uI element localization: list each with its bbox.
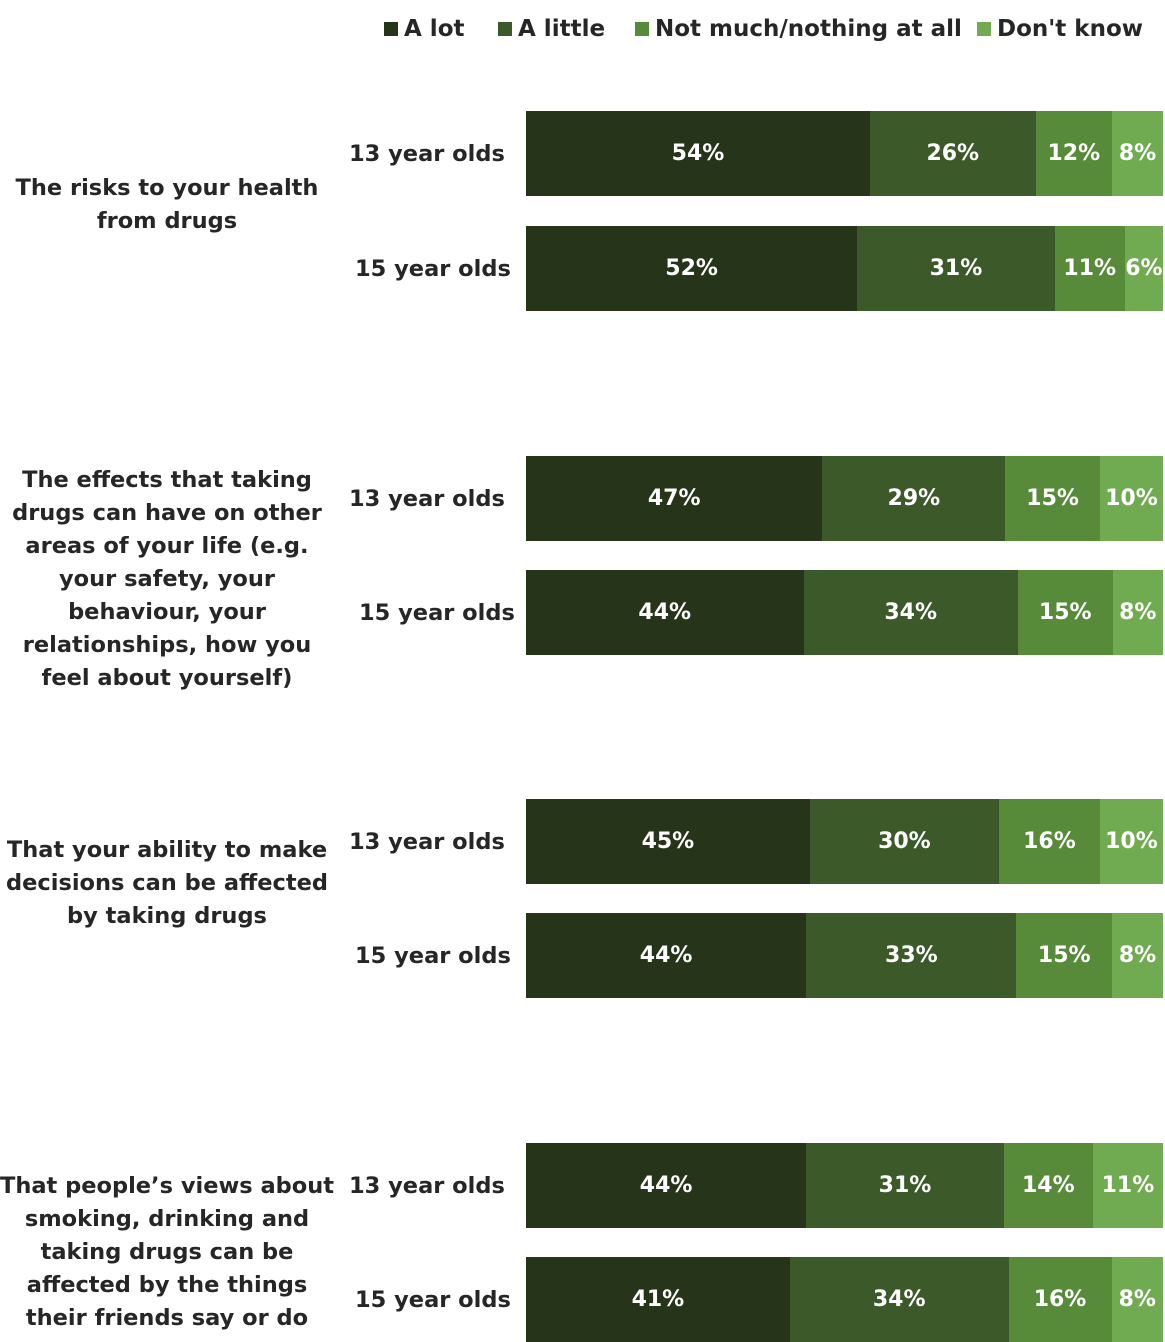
row-label: 15 year olds bbox=[359, 600, 515, 626]
bar-segment: 11% bbox=[1054, 226, 1125, 311]
data-label: 41% bbox=[631, 1287, 685, 1312]
bar-segment: 12% bbox=[1035, 111, 1113, 196]
data-label: 45% bbox=[641, 829, 695, 854]
bar-segment: 44% bbox=[526, 1143, 807, 1228]
bar-segment: 8% bbox=[1112, 570, 1163, 655]
bar-segment: 29% bbox=[822, 456, 1006, 541]
data-label: 44% bbox=[639, 1173, 693, 1198]
data-label: 16% bbox=[1023, 829, 1076, 854]
data-label: 15% bbox=[1037, 943, 1091, 968]
bar-segment: 44% bbox=[526, 913, 807, 998]
data-label: 52% bbox=[665, 256, 718, 281]
bar-segment: 16% bbox=[999, 799, 1100, 884]
bar-track: 44% 34% 15% 8% bbox=[526, 570, 1163, 655]
bar-track: 45% 30% 16% 10% bbox=[526, 799, 1163, 884]
row-label: 15 year olds bbox=[355, 256, 511, 282]
data-label: 15% bbox=[1038, 600, 1092, 625]
data-label: 10% bbox=[1105, 486, 1158, 511]
row-label: 15 year olds bbox=[355, 943, 511, 969]
data-label: 34% bbox=[884, 600, 938, 625]
bar-segment: 44% bbox=[526, 570, 804, 655]
bar-segment: 10% bbox=[1099, 799, 1163, 884]
bar-segment: 31% bbox=[857, 226, 1055, 311]
legend-label: Don't know bbox=[997, 16, 1144, 42]
data-label: 31% bbox=[878, 1173, 932, 1198]
row-label: 13 year olds bbox=[349, 1173, 505, 1199]
data-label: 14% bbox=[1022, 1173, 1075, 1198]
legend-item: A lot bbox=[384, 12, 465, 46]
legend-label: Not much/nothing at all bbox=[655, 16, 962, 42]
bar-track: 52% 31% 11% 6% bbox=[526, 226, 1163, 311]
bar-segment: 45% bbox=[526, 799, 810, 884]
data-label: 34% bbox=[872, 1287, 926, 1312]
group-title: That your ability to make decisions can … bbox=[6, 836, 328, 929]
bar-track: 54% 26% 12% 8% bbox=[526, 111, 1163, 196]
data-label: 44% bbox=[639, 943, 693, 968]
bar-segment: 47% bbox=[526, 456, 823, 541]
legend-swatch bbox=[384, 22, 398, 36]
bar-segment: 54% bbox=[526, 111, 870, 196]
data-label: 44% bbox=[638, 600, 692, 625]
bar-segment: 33% bbox=[806, 913, 1017, 998]
data-label: 12% bbox=[1047, 141, 1101, 166]
bar-track: 41% 34% 16% 8% bbox=[526, 1257, 1163, 1342]
legend-item: A little bbox=[498, 12, 605, 46]
bar-segment: 8% bbox=[1112, 913, 1163, 998]
data-label: 33% bbox=[885, 943, 938, 968]
bar-segment: 16% bbox=[1008, 1257, 1112, 1342]
row-label: 13 year olds bbox=[349, 141, 505, 167]
bar-track: 47% 29% 15% 10% bbox=[526, 456, 1163, 541]
data-label: 8% bbox=[1118, 141, 1157, 166]
data-label: 31% bbox=[929, 256, 983, 281]
bar-segment: 11% bbox=[1092, 1143, 1163, 1228]
bar-segment: 15% bbox=[1017, 570, 1113, 655]
data-label: 16% bbox=[1033, 1287, 1087, 1312]
bar-segment: 31% bbox=[806, 1143, 1004, 1228]
bar-segment: 14% bbox=[1003, 1143, 1093, 1228]
bar-segment: 26% bbox=[869, 111, 1036, 196]
bar-segment: 15% bbox=[1005, 456, 1100, 541]
data-label: 26% bbox=[926, 141, 980, 166]
group-title: The risks to your health from drugs bbox=[15, 175, 319, 234]
data-label: 11% bbox=[1063, 256, 1117, 281]
legend-item: Not much/nothing at all bbox=[635, 12, 962, 46]
row-label: 13 year olds bbox=[349, 829, 505, 855]
bar-segment: 6% bbox=[1124, 226, 1163, 311]
data-label: 54% bbox=[671, 141, 725, 166]
bar-segment: 52% bbox=[526, 226, 858, 311]
data-label: 29% bbox=[887, 486, 941, 511]
bar-segment: 30% bbox=[809, 799, 999, 884]
bar-segment: 34% bbox=[803, 570, 1018, 655]
data-label: 6% bbox=[1125, 256, 1163, 281]
bar-segment: 8% bbox=[1111, 1257, 1163, 1342]
legend-label: A little bbox=[518, 16, 606, 42]
legend-label: A lot bbox=[404, 16, 465, 42]
bar-segment: 10% bbox=[1099, 456, 1163, 541]
data-label: 8% bbox=[1119, 600, 1157, 625]
data-label: 15% bbox=[1026, 486, 1079, 511]
bar-segment: 15% bbox=[1016, 913, 1113, 998]
legend: A lot A little Not much/nothing at all Don'… bbox=[0, 12, 1165, 46]
data-label: 8% bbox=[1118, 1287, 1156, 1312]
data-label: 8% bbox=[1118, 943, 1157, 968]
group-title: That people’s views about smoking, drink… bbox=[0, 1172, 334, 1331]
bar-segment: 41% bbox=[526, 1257, 790, 1342]
bar-segment: 8% bbox=[1112, 111, 1163, 196]
group-title: The effects that taking drugs can have o… bbox=[12, 467, 322, 691]
data-label: 47% bbox=[647, 486, 701, 511]
row-label: 15 year olds bbox=[355, 1287, 511, 1313]
row-label: 13 year olds bbox=[349, 486, 505, 512]
bar-segment: 34% bbox=[789, 1257, 1009, 1342]
legend-swatch bbox=[635, 22, 649, 36]
data-label: 30% bbox=[878, 829, 931, 854]
data-label: 10% bbox=[1105, 829, 1158, 854]
legend-item: Don't know bbox=[977, 12, 1143, 46]
bar-track: 44% 33% 15% 8% bbox=[526, 913, 1163, 998]
legend-swatch bbox=[498, 22, 512, 36]
data-label: 11% bbox=[1101, 1173, 1155, 1198]
bar-track: 44% 31% 14% 11% bbox=[526, 1143, 1163, 1228]
legend-swatch bbox=[977, 22, 991, 36]
